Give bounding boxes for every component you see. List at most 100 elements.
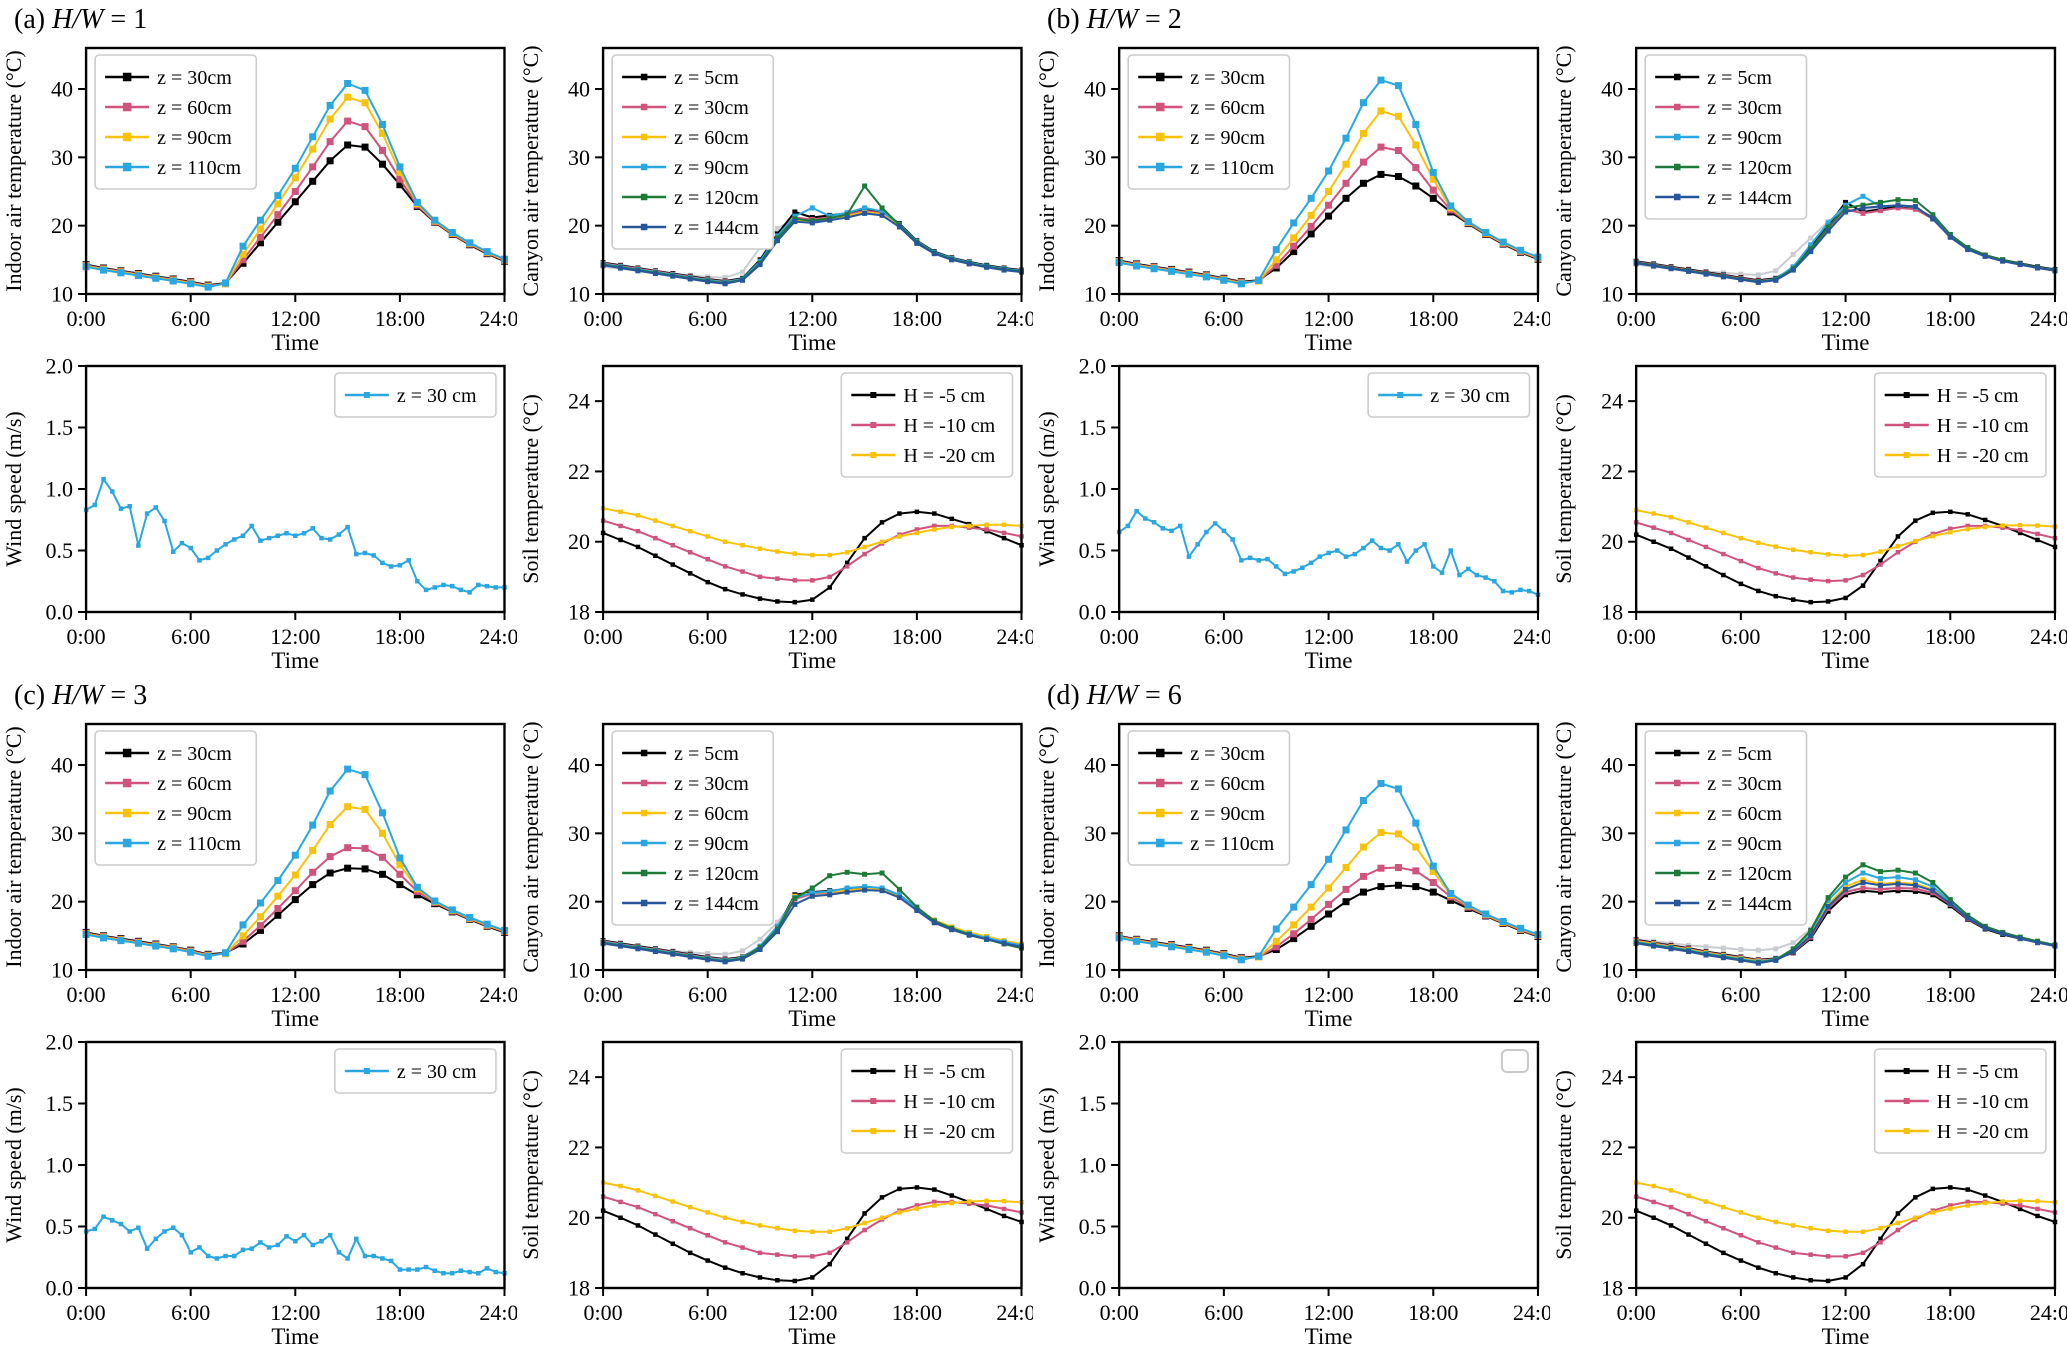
panel-a-variable: H/W	[52, 4, 104, 35]
svg-text:Time: Time	[788, 1005, 836, 1031]
svg-text:30: 30	[1084, 145, 1106, 170]
svg-text:18:00: 18:00	[891, 982, 941, 1007]
svg-text:10: 10	[1084, 958, 1106, 983]
svg-text:H = -5 cm: H = -5 cm	[1937, 385, 2019, 407]
svg-text:18:00: 18:00	[1408, 624, 1458, 649]
svg-text:1.0: 1.0	[46, 1153, 74, 1178]
svg-text:18:00: 18:00	[375, 306, 425, 331]
svg-text:6:00: 6:00	[171, 624, 210, 649]
panel-a: (a) H/W = 1 10 20 30 40 0:00 6:00 12:00 18:00 24…	[0, 0, 1033, 676]
svg-text:18:00: 18:00	[891, 306, 941, 331]
svg-text:12:00: 12:00	[1303, 982, 1353, 1007]
svg-text:0:00: 0:00	[583, 982, 622, 1007]
svg-text:12:00: 12:00	[1820, 624, 1870, 649]
svg-text:0:00: 0:00	[67, 1300, 106, 1325]
svg-text:z = 90cm: z = 90cm	[1190, 127, 1265, 149]
svg-text:18:00: 18:00	[1925, 1300, 1975, 1325]
svg-text:12:00: 12:00	[1820, 1300, 1870, 1325]
svg-text:Soil temperature (°C): Soil temperature (°C)	[518, 394, 543, 584]
svg-text:22: 22	[1601, 459, 1623, 484]
svg-text:z = 144cm: z = 144cm	[674, 893, 759, 915]
svg-text:30: 30	[1601, 145, 1623, 170]
svg-text:z = 144cm: z = 144cm	[1707, 893, 1792, 915]
svg-text:z = 60cm: z = 60cm	[674, 803, 749, 825]
svg-text:40: 40	[51, 77, 73, 102]
panel-a-label: (a)	[14, 4, 46, 35]
svg-text:30: 30	[568, 821, 590, 846]
svg-text:24:00: 24:00	[2030, 624, 2067, 649]
svg-text:z = 5cm: z = 5cm	[674, 67, 739, 89]
svg-text:6:00: 6:00	[688, 982, 727, 1007]
svg-text:0.0: 0.0	[1079, 1276, 1107, 1301]
svg-text:Time: Time	[271, 1323, 319, 1349]
svg-text:6:00: 6:00	[688, 1300, 727, 1325]
svg-text:Indoor air temperature (°C): Indoor air temperature (°C)	[1, 50, 26, 291]
chart-soil-temperature-a: 18 20 22 24 0:00 6:00 12:00 18:00 24:00 Time Soil …	[518, 364, 1033, 673]
chart-soil-temperature-c: 18 20 22 24 0:00 6:00 12:00 18:00 24:00 Time Soil …	[518, 1040, 1033, 1349]
svg-text:18: 18	[568, 600, 590, 625]
svg-text:18: 18	[1601, 1276, 1623, 1301]
svg-text:18:00: 18:00	[375, 624, 425, 649]
svg-text:0.5: 0.5	[46, 1214, 74, 1239]
svg-text:0:00: 0:00	[1617, 624, 1656, 649]
svg-text:H = -5 cm: H = -5 cm	[903, 1061, 985, 1083]
svg-text:20: 20	[1084, 213, 1106, 238]
svg-text:H = -10 cm: H = -10 cm	[1937, 1091, 2029, 1113]
svg-text:22: 22	[568, 459, 590, 484]
svg-text:1.0: 1.0	[1079, 1153, 1107, 1178]
svg-text:0:00: 0:00	[67, 306, 106, 331]
svg-text:40: 40	[1601, 753, 1623, 778]
svg-text:1.5: 1.5	[46, 1091, 74, 1116]
svg-text:z = 30 cm: z = 30 cm	[397, 385, 477, 407]
svg-text:6:00: 6:00	[1721, 1300, 1760, 1325]
svg-text:Time: Time	[1305, 329, 1353, 355]
panel-c-title: (c) H/W = 3	[14, 680, 147, 712]
svg-text:30: 30	[1601, 821, 1623, 846]
svg-text:20: 20	[1601, 1205, 1623, 1230]
svg-text:10: 10	[1601, 958, 1623, 983]
svg-text:Soil temperature (°C): Soil temperature (°C)	[1551, 1070, 1576, 1260]
svg-text:Time: Time	[1305, 1005, 1353, 1031]
panel-d: (d) H/W = 6 10 20 30 40 0:00 6:00 12:00 18:00 24…	[1033, 676, 2067, 1352]
svg-text:z = 90cm: z = 90cm	[1707, 127, 1782, 149]
svg-text:24: 24	[568, 389, 590, 414]
svg-text:Canyon air temperature (°C): Canyon air temperature (°C)	[1551, 45, 1576, 296]
svg-text:z = 5cm: z = 5cm	[1707, 743, 1772, 765]
svg-text:6:00: 6:00	[1204, 306, 1243, 331]
svg-text:6:00: 6:00	[688, 306, 727, 331]
svg-text:6:00: 6:00	[1204, 982, 1243, 1007]
svg-text:z = 60cm: z = 60cm	[1190, 773, 1265, 795]
svg-text:12:00: 12:00	[270, 624, 320, 649]
svg-text:6:00: 6:00	[171, 1300, 210, 1325]
svg-text:z = 90cm: z = 90cm	[674, 157, 749, 179]
svg-text:H = -5 cm: H = -5 cm	[1937, 1061, 2019, 1083]
svg-text:24:00: 24:00	[479, 982, 516, 1007]
chart-canyon-air-temperature-d: 10 20 30 40 0:00 6:00 12:00 18:00 24:00 Time Canyo…	[1551, 721, 2067, 1031]
svg-text:12:00: 12:00	[270, 306, 320, 331]
svg-text:z = 30 cm: z = 30 cm	[1430, 385, 1510, 407]
svg-text:2.0: 2.0	[1079, 1032, 1107, 1054]
svg-text:20: 20	[1601, 529, 1623, 554]
svg-text:12:00: 12:00	[787, 624, 837, 649]
svg-text:24:00: 24:00	[1513, 982, 1550, 1007]
svg-text:z = 30cm: z = 30cm	[157, 743, 232, 765]
svg-text:10: 10	[51, 958, 73, 983]
svg-text:H = -20 cm: H = -20 cm	[903, 1121, 995, 1143]
svg-text:0:00: 0:00	[583, 1300, 622, 1325]
svg-text:z = 30cm: z = 30cm	[1707, 773, 1782, 795]
svg-text:24: 24	[568, 1065, 590, 1090]
svg-text:40: 40	[568, 753, 590, 778]
svg-text:z = 120cm: z = 120cm	[1707, 863, 1792, 885]
svg-text:z = 110cm: z = 110cm	[157, 157, 241, 179]
svg-text:12:00: 12:00	[270, 982, 320, 1007]
svg-text:24:00: 24:00	[996, 624, 1033, 649]
chart-indoor-air-temperature-a: 10 20 30 40 0:00 6:00 12:00 18:00 24:00 Time Indoo…	[1, 46, 517, 355]
svg-text:z = 30cm: z = 30cm	[674, 97, 749, 119]
svg-text:z = 90cm: z = 90cm	[1190, 803, 1265, 825]
svg-text:20: 20	[1601, 889, 1623, 914]
svg-text:z = 30cm: z = 30cm	[1190, 743, 1265, 765]
chart-indoor-air-temperature-b: 10 20 30 40 0:00 6:00 12:00 18:00 24:00 Time Indoo…	[1034, 46, 1550, 355]
svg-text:18: 18	[568, 1276, 590, 1301]
svg-text:10: 10	[568, 958, 590, 983]
